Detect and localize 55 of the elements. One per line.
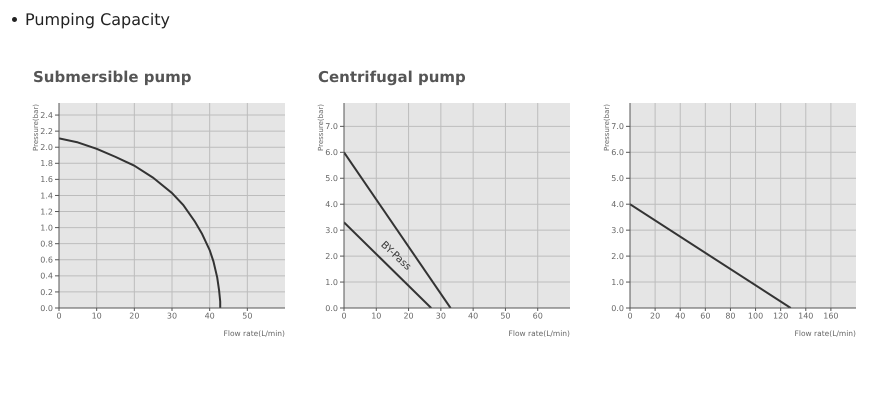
- y-tick-label: 1.0: [325, 278, 338, 287]
- x-tick-label: 120: [773, 312, 788, 321]
- y-tick-label: 0.6: [40, 256, 53, 265]
- x-tick-label: 160: [823, 312, 839, 321]
- x-tick-label: 30: [166, 312, 178, 321]
- x-tick-label: 40: [675, 312, 686, 321]
- y-tick-label: 6.0: [611, 148, 624, 158]
- y-tick-label: 0.4: [40, 272, 53, 281]
- x-tick-label: 60: [532, 312, 543, 321]
- x-tick-label: 0: [56, 312, 62, 321]
- chart-title: Centrifugal pump: [318, 68, 466, 86]
- x-tick-label: 40: [204, 312, 215, 321]
- y-tick-label: 1.0: [611, 278, 624, 287]
- x-tick-label: 0: [341, 312, 347, 321]
- y-tick-label: 2.0: [325, 252, 338, 261]
- line-series: [59, 137, 222, 308]
- x-tick-label: 10: [92, 312, 102, 321]
- y-tick-label: 2.0: [611, 252, 624, 261]
- x-tick-label: 50: [242, 312, 252, 321]
- y-tick-label: 5.0: [611, 174, 624, 184]
- y-tick-label: 1.6: [40, 175, 53, 184]
- y-tick-label: 6.0: [325, 148, 338, 158]
- x-tick-label: 20: [650, 312, 660, 321]
- x-tick-label: 0: [627, 312, 633, 321]
- y-tick-label: 7.0: [325, 122, 338, 132]
- y-tick-label: 0.2: [40, 288, 53, 297]
- y-tick-label: 0.0: [325, 304, 338, 313]
- x-tick-label: 80: [725, 312, 736, 321]
- y-tick-label: 1.0: [40, 223, 53, 232]
- x-tick-label: 20: [403, 312, 414, 321]
- y-tick-label: 1.2: [40, 207, 53, 216]
- y-tick-label: 0.0: [611, 304, 624, 313]
- y-tick-label: 4.0: [611, 200, 624, 210]
- y-tick-label: 5.0: [325, 174, 338, 184]
- x-tick-label: 20: [129, 312, 140, 321]
- x-tick-label: 50: [500, 312, 511, 321]
- x-tick-label: 10: [371, 312, 382, 321]
- y-tick-label: 1.4: [40, 191, 53, 200]
- y-tick-label: 3.0: [611, 226, 624, 235]
- y-tick-label: 0.0: [40, 304, 53, 313]
- x-tick-label: 140: [798, 312, 814, 321]
- y-tick-label: 2.0: [40, 143, 53, 152]
- y-tick-label: 3.0: [325, 226, 338, 235]
- y-tick-label: 1.8: [40, 159, 53, 168]
- y-tick-label: 0.8: [40, 240, 53, 249]
- x-tick-label: 60: [700, 312, 710, 321]
- y-tick-label: 2.4: [40, 110, 53, 120]
- text: Pumping Capacity: [25, 10, 170, 29]
- x-tick-label: 100: [748, 312, 764, 321]
- x-tick-label: 40: [468, 312, 478, 321]
- y-tick-label: 7.0: [611, 122, 624, 132]
- y-tick-label: 2.2: [40, 126, 53, 136]
- y-tick-label: 4.0: [325, 200, 338, 210]
- chart-title: Submersible pump: [33, 68, 192, 86]
- x-tick-label: 30: [436, 312, 446, 321]
